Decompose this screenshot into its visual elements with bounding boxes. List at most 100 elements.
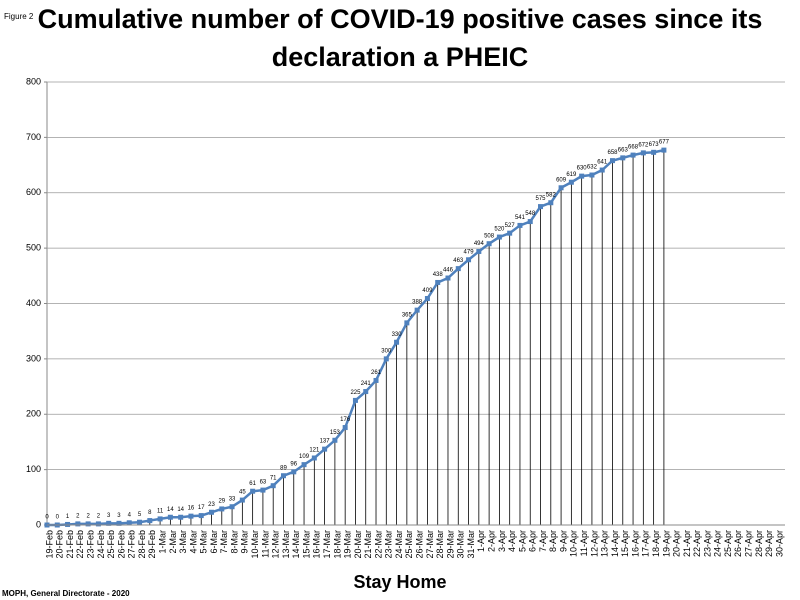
- data-point: [116, 520, 122, 526]
- data-label: 176: [340, 417, 351, 423]
- data-point: [476, 248, 482, 254]
- x-tick-label: 27-Feb: [127, 530, 137, 559]
- data-point: [75, 521, 81, 527]
- data-point: [342, 425, 348, 431]
- x-tick-label: 16-Apr: [630, 530, 640, 557]
- data-label: 300: [381, 348, 392, 354]
- data-label: 548: [525, 211, 536, 217]
- x-tick-label: 9-Mar: [240, 530, 250, 554]
- x-tick-label: 17-Apr: [641, 530, 651, 557]
- data-label: 575: [536, 196, 547, 202]
- x-tick-label: 29-Feb: [147, 530, 157, 559]
- x-tick-label: 28-Mar: [435, 530, 445, 559]
- data-label: 121: [309, 448, 320, 454]
- data-label: 673: [649, 142, 660, 148]
- x-tick-label: 7-Apr: [538, 530, 548, 552]
- data-point: [517, 222, 523, 228]
- x-tick-label: 21-Mar: [363, 530, 373, 559]
- data-point: [640, 150, 646, 156]
- x-tick-label: 22-Feb: [75, 530, 85, 559]
- data-point: [178, 514, 184, 520]
- x-tick-label: 11-Apr: [579, 530, 589, 556]
- data-label: 225: [350, 390, 361, 396]
- data-label: 14: [177, 507, 184, 513]
- data-point: [620, 155, 626, 161]
- x-tick-label: 21-Feb: [65, 530, 75, 559]
- data-label: 3: [117, 513, 121, 519]
- data-label: 609: [556, 177, 567, 183]
- data-point: [548, 200, 554, 206]
- x-tick-label: 29-Mar: [445, 530, 455, 559]
- data-point: [332, 437, 338, 443]
- y-tick-label: 700: [26, 132, 41, 142]
- x-tick-label: 12-Apr: [589, 530, 599, 557]
- data-label: 4: [128, 512, 132, 518]
- data-label: 658: [607, 150, 618, 156]
- data-point: [404, 320, 410, 326]
- data-label: 388: [412, 300, 423, 306]
- x-tick-label: 14-Mar: [291, 530, 301, 559]
- x-tick-label: 14-Apr: [610, 530, 620, 557]
- y-tick-label: 300: [26, 353, 41, 363]
- data-point: [239, 497, 245, 503]
- data-label: 3: [107, 513, 111, 519]
- x-tick-label: 4-Mar: [188, 530, 198, 554]
- data-label: 14: [167, 507, 174, 513]
- x-tick-label: 12-Mar: [271, 530, 281, 559]
- x-tick-label: 20-Apr: [672, 530, 682, 557]
- data-label: 527: [505, 223, 516, 229]
- x-tick-label: 5-Mar: [199, 530, 209, 554]
- data-point: [311, 455, 317, 461]
- x-tick-label: 5-Apr: [517, 530, 527, 552]
- x-tick-label: 27-Mar: [425, 530, 435, 559]
- x-tick-label: 6-Apr: [528, 530, 538, 552]
- data-label: 89: [280, 465, 287, 471]
- data-point: [106, 520, 112, 526]
- x-tick-label: 6-Mar: [209, 530, 219, 554]
- data-point: [65, 521, 71, 527]
- x-tick-label: 2-Apr: [486, 530, 496, 552]
- data-point: [507, 230, 513, 236]
- data-point: [209, 509, 215, 515]
- x-tick-label: 16-Mar: [312, 530, 322, 559]
- data-label: 446: [443, 268, 454, 274]
- data-label: 409: [422, 288, 433, 294]
- data-point: [589, 172, 595, 178]
- x-tick-label: 25-Apr: [723, 530, 733, 557]
- data-point: [229, 504, 235, 510]
- data-point: [527, 219, 533, 225]
- x-tick-label: 28-Feb: [137, 530, 147, 559]
- x-tick-label: 22-Mar: [373, 530, 383, 559]
- x-tick-label: 19-Mar: [343, 530, 353, 559]
- data-point: [496, 234, 502, 240]
- data-point: [609, 158, 615, 164]
- data-label: 1: [66, 514, 70, 520]
- data-label: 330: [392, 332, 403, 338]
- data-label: 109: [299, 454, 310, 460]
- y-tick-label: 800: [26, 76, 41, 86]
- y-tick-label: 500: [26, 243, 41, 253]
- x-tick-label: 7-Mar: [219, 530, 229, 554]
- x-tick-label: 25-Mar: [404, 530, 414, 559]
- x-tick-label: 15-Mar: [301, 530, 311, 559]
- data-point: [291, 469, 297, 475]
- data-point: [661, 147, 667, 153]
- data-label: 0: [56, 515, 60, 521]
- data-label: 153: [330, 430, 341, 436]
- data-point: [558, 185, 564, 191]
- data-point: [538, 204, 544, 210]
- x-tick-label: 3-Apr: [497, 530, 507, 552]
- data-label: 479: [464, 249, 475, 255]
- x-tick-label: 21-Apr: [682, 530, 692, 557]
- data-label: 365: [402, 312, 413, 318]
- x-tick-label: 22-Apr: [692, 530, 702, 557]
- data-point: [301, 462, 307, 468]
- data-point: [250, 488, 256, 494]
- x-tick-label: 13-Mar: [281, 530, 291, 559]
- x-tick-label: 18-Apr: [651, 530, 661, 557]
- data-label: 8: [148, 510, 152, 516]
- data-point: [188, 513, 194, 519]
- data-label: 63: [260, 480, 267, 486]
- x-tick-label: 15-Apr: [620, 530, 630, 557]
